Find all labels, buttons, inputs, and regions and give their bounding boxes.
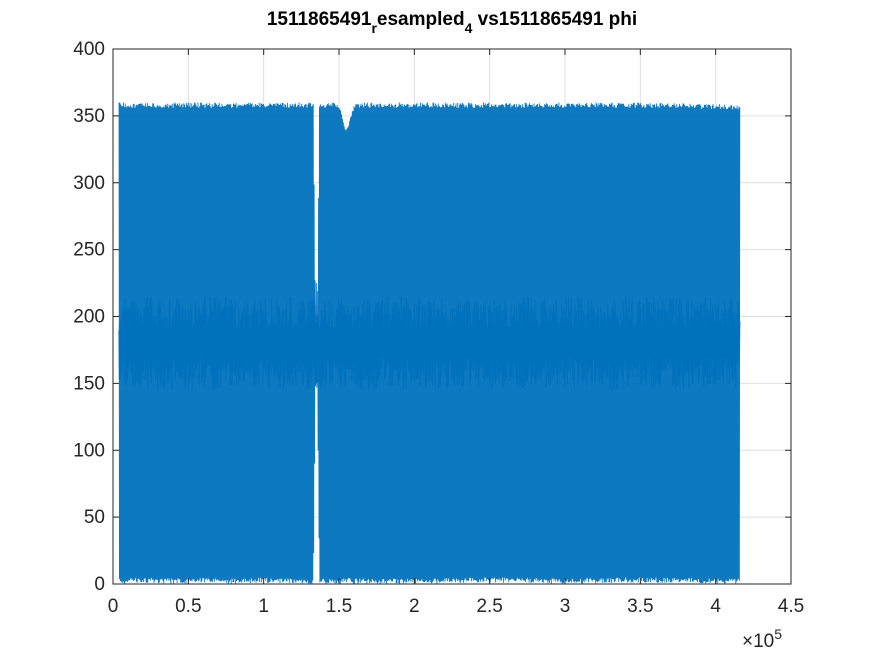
y-tick-label: 200 — [73, 307, 105, 328]
tick-marks — [112, 48, 792, 585]
x-tick-label: 2 — [409, 596, 420, 617]
series-trace — [118, 102, 741, 584]
series-core-band — [118, 296, 741, 390]
x-tick-label: 4.5 — [778, 596, 804, 617]
data-series-line — [118, 102, 741, 584]
y-tick-label: 50 — [84, 507, 105, 528]
x-tick-label: 4 — [710, 596, 721, 617]
x-axis-exponent-label: ×105 — [742, 626, 782, 652]
y-tick-label: 150 — [73, 373, 105, 394]
x-tick-label: 0.5 — [175, 596, 201, 617]
y-tick-label: 100 — [73, 440, 105, 461]
x-axis-tick-labels: 0 0.5 1 1.5 2 2.5 3 3.5 4 4.5 — [108, 596, 805, 617]
y-tick-label: 0 — [94, 574, 105, 595]
y-tick-label: 300 — [73, 173, 105, 194]
y-tick-label: 350 — [73, 106, 105, 127]
y-tick-label: 400 — [73, 39, 105, 60]
y-tick-label: 250 — [73, 240, 105, 261]
x-tick-label: 3.5 — [627, 596, 653, 617]
x-tick-label: 2.5 — [476, 596, 502, 617]
x-tick-label: 3 — [560, 596, 571, 617]
plot-area — [112, 48, 792, 585]
x-tick-label: 1 — [258, 596, 269, 617]
x-tick-label: 0 — [108, 596, 119, 617]
x-tick-label: 1.5 — [326, 596, 352, 617]
chart-title: 1511865491resampled4 vs1511865491 phi — [267, 9, 637, 36]
y-axis-tick-labels: 0 50 100 150 200 250 300 350 400 — [73, 39, 105, 595]
